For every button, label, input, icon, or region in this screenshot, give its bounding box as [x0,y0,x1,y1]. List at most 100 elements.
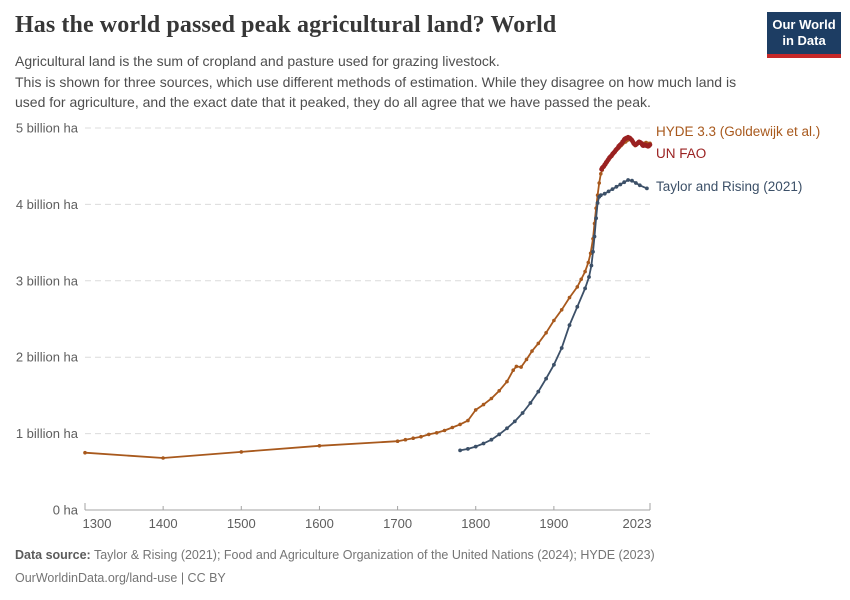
series-marker-hyde [395,439,400,444]
series-marker-taylor [618,182,623,187]
series-marker-taylor [489,437,494,442]
series-marker-taylor [587,275,591,279]
series-marker-hyde [530,349,534,353]
series-marker-taylor [481,441,486,446]
series-marker-hyde [597,181,601,185]
x-axis-label: 1300 [83,516,112,531]
series-line-hyde[interactable] [84,138,651,459]
series-marker-hyde [239,450,244,454]
series-marker-hyde [536,341,541,346]
series-marker-hyde [458,422,462,427]
series-marker-hyde [83,450,87,455]
series-marker-taylor [528,401,533,405]
series-marker-hyde [519,365,523,369]
series-marker-hyde [466,418,470,423]
y-axis-label: 0 ha [53,503,79,518]
series-marker-hyde [505,379,509,384]
series-marker-taylor [637,183,642,188]
series-marker-hyde [524,357,529,362]
series-marker-taylor [575,304,580,309]
series-marker-hyde [450,425,455,430]
series-marker-hyde [544,331,548,335]
chart-footer: Data source: Taylor & Rising (2021); Foo… [15,544,655,590]
series-marker-taylor [473,444,478,449]
series-marker-hyde [489,396,494,401]
legend-label-hyde[interactable]: HYDE 3.3 (Goldewijk et al.) [656,124,820,139]
series-marker-hyde [599,172,603,176]
series-marker-hyde [497,389,502,393]
legend-label-un-fao[interactable]: UN FAO [656,146,706,161]
series-marker-hyde [419,434,423,439]
series-marker-taylor [606,189,611,194]
series-marker-hyde [579,277,583,282]
owid-logo-line2: in Data [782,33,826,49]
series-marker-hyde [403,437,408,442]
series-marker-taylor [594,216,598,221]
line-chart[interactable]: 0 ha 1 billion ha 2 billion ha 3 billion ha… [0,112,850,532]
series-marker-taylor [583,286,587,291]
y-axis-label: 4 billion ha [16,197,79,212]
x-axis-label: 2023 [623,516,652,531]
series-marker-hyde [473,408,478,412]
series-line-taylor[interactable] [459,179,648,452]
page-title: Has the world passed peak agricultural l… [15,12,557,38]
series-marker-hyde [552,318,556,323]
series-marker-hyde [427,432,431,437]
series-marker-hyde [161,456,165,460]
owid-logo[interactable]: Our World in Data [767,12,841,58]
subtitle-line-1: Agricultural land is the sum of cropland… [15,53,500,69]
series-marker-hyde [559,308,564,312]
series-marker-hyde [575,285,580,289]
series-marker-hyde [583,269,587,274]
series-marker-taylor [626,178,630,182]
series-marker-taylor [634,181,638,185]
y-axis-label: 5 billion ha [16,121,79,136]
series-marker-hyde [434,431,439,435]
series-marker-taylor [598,193,603,198]
series-marker-hyde [442,428,447,433]
series-marker-taylor [602,191,607,196]
chart-subtitle: Agricultural land is the sum of cropland… [15,51,751,113]
series-marker-hyde [514,364,519,369]
owid-logo-line1: Our World [772,17,836,32]
x-axis-label: 1500 [227,516,256,531]
x-axis-label: 1700 [383,516,412,531]
series-marker-taylor [610,187,615,191]
legend-label-taylor[interactable]: Taylor and Rising (2021) [656,179,802,194]
data-source-label: Data source: [15,548,91,562]
series-marker-taylor [567,323,572,327]
series-marker-taylor [622,180,627,185]
series-marker-taylor [552,362,556,367]
series-marker-taylor [512,419,517,424]
x-axis-label: 1900 [539,516,568,531]
series-marker-taylor [536,389,541,394]
series-marker-taylor [505,426,509,431]
series-marker-taylor [614,184,619,189]
series-marker-taylor [520,411,525,415]
series-marker-hyde [481,402,486,407]
series-marker-un-fao [647,142,653,148]
subtitle-line-2: This is shown for three sources, which u… [15,73,737,111]
series-marker-hyde [511,368,515,373]
x-axis-label: 1400 [149,516,178,531]
data-source-line: Data source: Taylor & Rising (2021); Foo… [15,544,655,567]
series-marker-taylor [466,447,470,451]
series-marker-taylor [591,249,595,254]
series-marker-hyde [586,260,591,265]
series-marker-taylor [595,201,600,205]
y-axis-label: 1 billion ha [16,426,79,441]
series-marker-hyde [567,295,572,300]
license-line[interactable]: OurWorldinData.org/land-use | CC BY [15,571,226,586]
series-marker-hyde [317,444,322,448]
data-source-text: Taylor & Rising (2021); Food and Agricul… [93,548,655,562]
series-marker-taylor [630,178,634,183]
y-axis-label: 2 billion ha [16,350,79,365]
series-marker-taylor [589,263,594,268]
x-axis-label: 1800 [461,516,490,531]
series-marker-taylor [497,432,502,437]
series-marker-taylor [592,234,597,239]
y-axis-label: 3 billion ha [16,273,79,288]
series-marker-taylor [544,376,548,381]
series-marker-hyde [411,436,416,441]
